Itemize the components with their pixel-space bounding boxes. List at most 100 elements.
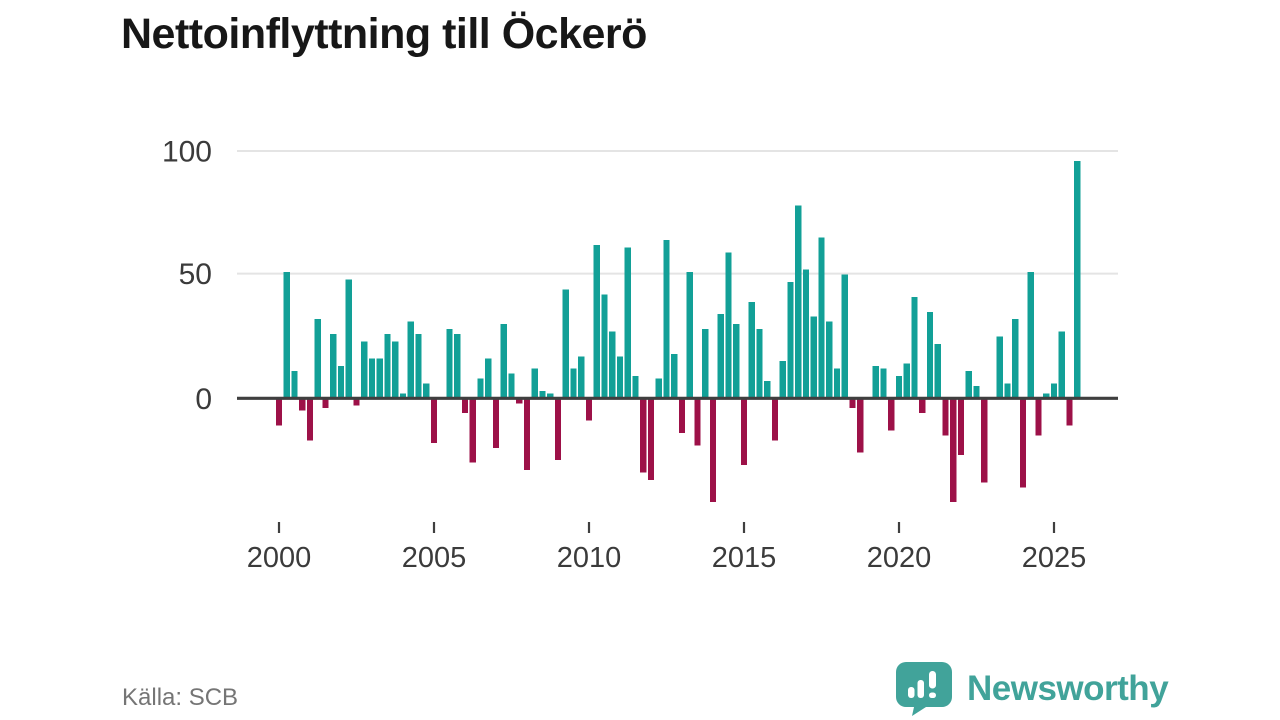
bar-2008-q4 bbox=[547, 393, 554, 399]
bar-2019-q2 bbox=[872, 366, 879, 399]
gridlines bbox=[237, 150, 1118, 275]
bar-2014-q1 bbox=[709, 398, 717, 503]
bar-2014-q2 bbox=[717, 314, 724, 399]
bar-2014-q3 bbox=[725, 252, 732, 399]
bar-2003-q4 bbox=[392, 341, 399, 399]
bar-2002-q2 bbox=[345, 279, 352, 399]
bar-series bbox=[275, 160, 1081, 503]
net-migration-bar-chart: 100 50 0 2000 2005 2010 2015 2020 2025 bbox=[162, 136, 1118, 574]
bar-2023-q4 bbox=[1012, 319, 1019, 399]
brand-name: Newsworthy bbox=[967, 669, 1169, 708]
bar-2013-q2 bbox=[686, 272, 693, 399]
bar-2006-q3 bbox=[477, 378, 484, 399]
bar-2016-q2 bbox=[779, 361, 786, 399]
bar-2003-q1 bbox=[368, 358, 376, 399]
y-tick-label-100: 100 bbox=[162, 136, 212, 169]
bar-2009-q3 bbox=[570, 368, 577, 399]
source-note: Källa: SCB bbox=[122, 684, 239, 711]
y-tick-label-0: 0 bbox=[195, 383, 212, 416]
bar-2000-q4 bbox=[299, 398, 306, 411]
bar-2017-q1 bbox=[802, 269, 810, 399]
bar-2006-q1 bbox=[461, 398, 469, 414]
bar-2004-q3 bbox=[415, 334, 422, 399]
bar-2020-q4 bbox=[919, 398, 926, 414]
bar-2011-q1 bbox=[616, 356, 624, 399]
bar-2013-q4 bbox=[702, 329, 709, 399]
x-tick-label-2025: 2025 bbox=[1022, 542, 1087, 574]
bar-2003-q3 bbox=[384, 334, 391, 399]
bar-2000-q1 bbox=[275, 398, 283, 426]
x-tick-label-2005: 2005 bbox=[402, 542, 467, 574]
chart-title: Nettoinflyttning till Öckerö bbox=[121, 10, 647, 58]
bar-2022-q4 bbox=[981, 398, 988, 483]
bar-2018-q4 bbox=[857, 398, 864, 453]
bar-2015-q3 bbox=[756, 329, 763, 399]
bar-2016-q4 bbox=[795, 205, 802, 399]
bar-2020-q3 bbox=[911, 296, 918, 399]
bar-2006-q4 bbox=[485, 358, 492, 399]
bar-2017-q2 bbox=[810, 316, 817, 399]
bar-2007-q2 bbox=[500, 324, 507, 399]
bar-2023-q3 bbox=[1004, 383, 1011, 399]
bar-2015-q2 bbox=[748, 301, 755, 399]
bar-2021-q1 bbox=[926, 311, 934, 399]
bar-2019-q4 bbox=[888, 398, 895, 431]
bar-2005-q4 bbox=[454, 334, 461, 399]
bar-2021-q2 bbox=[934, 343, 941, 399]
bar-2025-q2 bbox=[1058, 331, 1065, 399]
bar-2018-q2 bbox=[841, 274, 848, 399]
bar-2005-q3 bbox=[446, 329, 453, 399]
bar-2000-q3 bbox=[291, 371, 298, 399]
bar-2018-q1 bbox=[833, 368, 841, 399]
newsworthy-logo: Newsworthy bbox=[896, 662, 1169, 716]
y-axis-labels: 100 50 0 bbox=[162, 136, 212, 416]
y-tick-label-50: 50 bbox=[179, 258, 212, 291]
bar-2010-q4 bbox=[609, 331, 616, 399]
bar-2008-q3 bbox=[539, 390, 546, 399]
bar-2012-q2 bbox=[655, 378, 662, 399]
bar-2004-q1 bbox=[399, 393, 407, 399]
bar-2025-q4 bbox=[1074, 160, 1081, 399]
bar-2001-q3 bbox=[322, 398, 329, 409]
bar-2015-q4 bbox=[764, 380, 771, 399]
bar-2009-q4 bbox=[578, 356, 585, 399]
bar-2012-q4 bbox=[671, 353, 678, 399]
bar-2022-q1 bbox=[957, 398, 965, 456]
bar-2024-q2 bbox=[1027, 272, 1034, 399]
bar-2009-q2 bbox=[562, 289, 569, 399]
bar-2017-q3 bbox=[818, 237, 825, 399]
bar-2024-q1 bbox=[1019, 398, 1027, 488]
bar-2001-q2 bbox=[314, 319, 321, 399]
x-tick-label-2010: 2010 bbox=[557, 542, 622, 574]
bar-2007-q1 bbox=[492, 398, 500, 448]
bar-2007-q4 bbox=[516, 398, 523, 404]
bar-2025-q3 bbox=[1066, 398, 1073, 426]
bar-2021-q3 bbox=[942, 398, 949, 436]
bar-2019-q3 bbox=[880, 368, 887, 399]
bar-2004-q4 bbox=[423, 383, 430, 399]
bar-2023-q2 bbox=[996, 336, 1003, 399]
bar-2010-q2 bbox=[593, 245, 600, 399]
bar-2002-q1 bbox=[337, 366, 345, 399]
bar-2011-q2 bbox=[624, 247, 631, 399]
bar-2006-q2 bbox=[469, 398, 476, 463]
bar-2011-q3 bbox=[632, 376, 639, 399]
x-axis-labels: 2000 2005 2010 2015 2020 2025 bbox=[247, 542, 1087, 574]
bar-chart-speech-bubble-icon bbox=[896, 662, 952, 716]
bar-2011-q4 bbox=[640, 398, 647, 473]
bar-2012-q1 bbox=[647, 398, 655, 480]
bar-2016-q3 bbox=[787, 282, 794, 399]
bar-2004-q2 bbox=[407, 321, 414, 399]
bar-2001-q4 bbox=[330, 334, 337, 399]
bar-2007-q3 bbox=[508, 373, 515, 399]
bar-2021-q4 bbox=[950, 398, 957, 503]
bar-2015-q1 bbox=[740, 398, 748, 466]
bar-2003-q2 bbox=[376, 358, 383, 399]
bar-2014-q4 bbox=[733, 324, 740, 399]
bar-2017-q4 bbox=[826, 321, 833, 399]
bar-2000-q2 bbox=[283, 272, 290, 399]
bar-2012-q3 bbox=[663, 240, 670, 399]
bar-2008-q2 bbox=[531, 368, 538, 399]
bar-2016-q1 bbox=[771, 398, 779, 441]
bar-2009-q1 bbox=[554, 398, 562, 461]
